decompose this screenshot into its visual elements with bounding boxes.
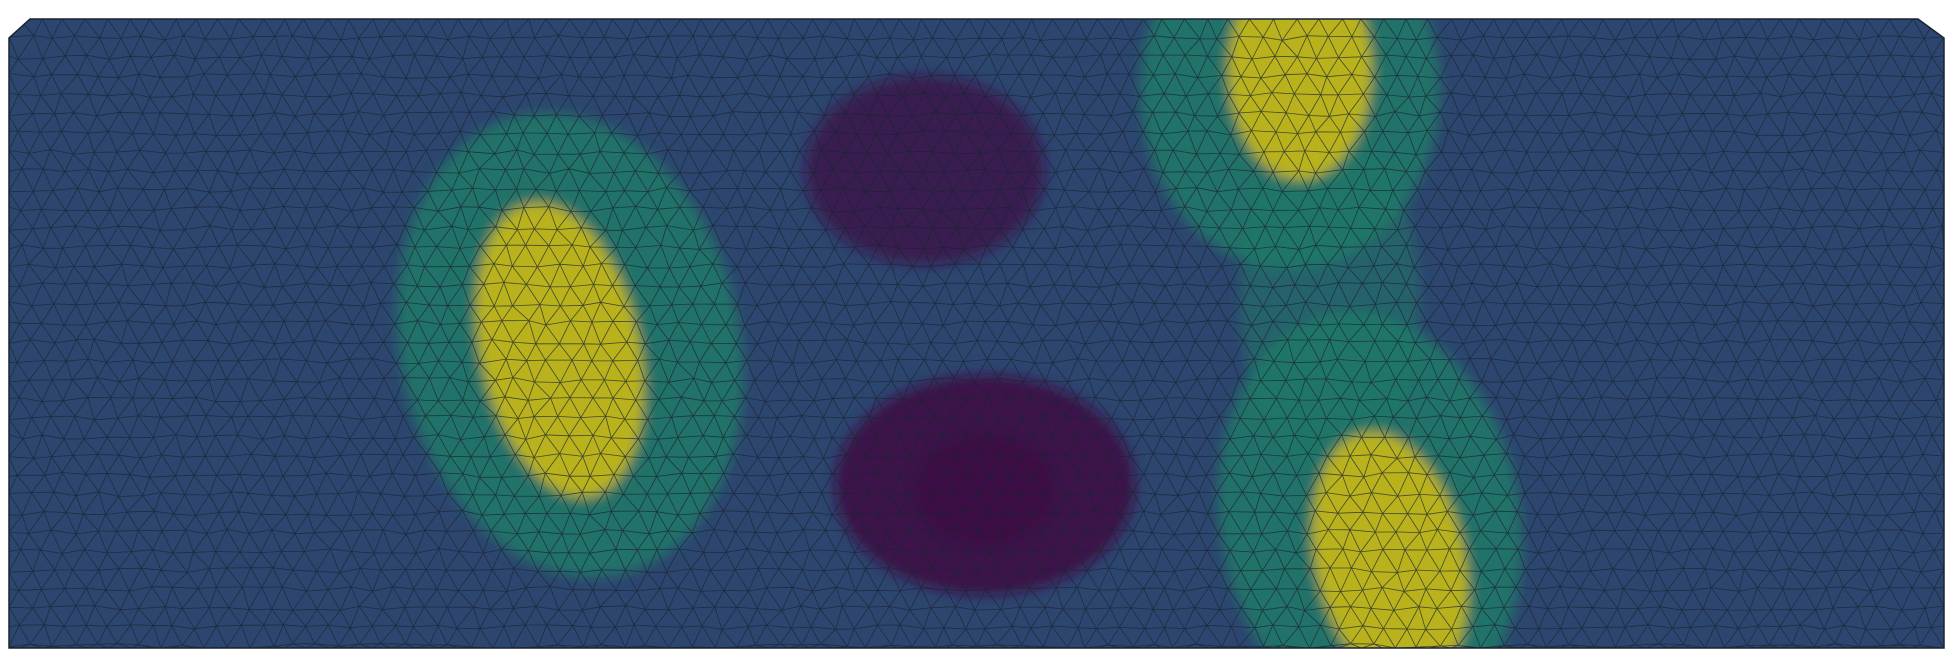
domain-outline: [8, 18, 1945, 649]
field-blobs: [396, 19, 1523, 648]
teal-bridge: [1240, 130, 1420, 470]
mesh-edges: [9, 19, 1944, 648]
minimum-bottom-core: [915, 435, 1055, 545]
triangle-mesh: [9, 19, 1944, 648]
maximum-left: [475, 202, 645, 498]
minimum-top: [805, 75, 1045, 265]
